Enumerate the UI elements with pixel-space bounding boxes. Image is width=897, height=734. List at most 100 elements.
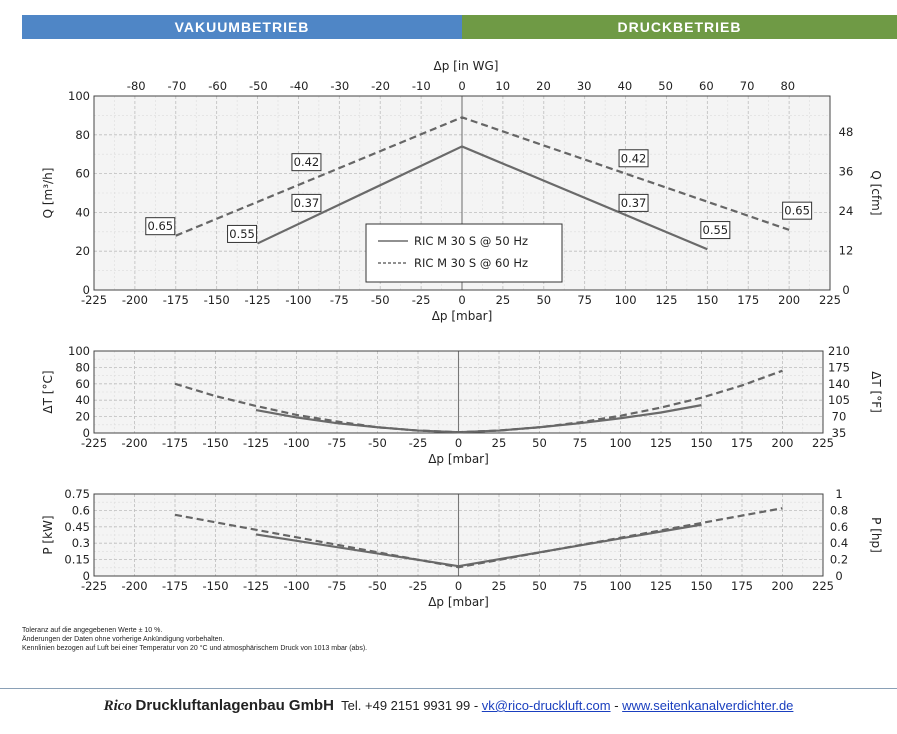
- power-x-tick-label: -175: [162, 579, 188, 593]
- phone-number: +49 2151 9931 99: [365, 698, 471, 713]
- power-x-tick-label: -50: [368, 579, 387, 593]
- temp-x-tick-label: -200: [121, 436, 147, 450]
- flow-power-annotation-label: 0.37: [621, 196, 647, 210]
- flow-power-annotation-box: [700, 221, 731, 240]
- flow-x-tick-label: 50: [536, 293, 551, 307]
- flow-x2-tick-label: -50: [249, 79, 268, 93]
- flow-power-annotation-box: [145, 217, 176, 236]
- flow-x2-tick-label: -80: [127, 79, 146, 93]
- flow-y-tick-label: 80: [75, 128, 90, 142]
- temp-y-tick-label: 20: [75, 410, 90, 424]
- power-y2-tick-label: 0.4: [830, 536, 848, 550]
- flow-power-annotation-box: [291, 153, 322, 172]
- flow-x2-tick-label: 10: [495, 79, 510, 93]
- flow-x-tick-label: 175: [737, 293, 759, 307]
- temp-x-tick-label: 75: [573, 436, 588, 450]
- temp-x-tick-label: 175: [731, 436, 753, 450]
- flow-x-tick-label: 75: [577, 293, 592, 307]
- flow-x-tick-label: -150: [204, 293, 230, 307]
- flow-power-annotation-box: [227, 224, 258, 243]
- flow-x2-tick-label: 40: [618, 79, 633, 93]
- flow-x-tick-label: 125: [655, 293, 677, 307]
- temp-x-tick-label: -175: [162, 436, 188, 450]
- flow-y2-tick-label: 12: [839, 243, 854, 257]
- power-y2-tick-label: 1: [835, 487, 842, 501]
- temp-y2-tick-label: 70: [832, 410, 847, 424]
- temp-x-tick-label: 0: [455, 436, 462, 450]
- flow-y2-tick-label: 48: [839, 125, 854, 139]
- temp-y-tick-label: 0: [83, 426, 90, 440]
- website-link[interactable]: www.seitenkanalverdichter.de: [622, 698, 794, 713]
- footer-divider: [0, 688, 897, 689]
- power-x-axis-label: Δp [mbar]: [428, 595, 489, 609]
- temp-y2-tick-label: 210: [828, 344, 850, 358]
- temp-y-tick-label: 40: [75, 393, 90, 407]
- temp-x-tick-label: -150: [202, 436, 228, 450]
- vacuum-mode-banner: VAKUUMBETRIEB: [22, 15, 462, 39]
- flow-power-annotation-label: 0.42: [294, 155, 320, 169]
- tel-label: Tel.: [341, 698, 362, 713]
- flow-x2-tick-label: -60: [208, 79, 227, 93]
- power-y-tick-label: 0.6: [72, 503, 90, 517]
- power-x-tick-label: 150: [691, 579, 713, 593]
- temp-y2-tick-label: 35: [832, 426, 847, 440]
- flow-legend-entry: RIC M 30 S @ 50 Hz: [414, 234, 528, 248]
- flow-x-tick-label: 0: [458, 293, 465, 307]
- power-y2-tick-label: 0: [835, 569, 842, 583]
- power-x-tick-label: -225: [81, 579, 107, 593]
- flow-x-tick-label: -25: [412, 293, 431, 307]
- temp-y-tick-label: 80: [75, 360, 90, 374]
- power-y2-tick-label: 0.2: [830, 553, 848, 567]
- temp-x-tick-label: -100: [283, 436, 309, 450]
- power-y2-tick-label: 0.8: [830, 503, 848, 517]
- performance-charts: -225 -200 -175 -150 -125 -100 -75 -50 -25 0 25 50 75…: [41, 59, 883, 609]
- power-x-tick-label: 0: [455, 579, 462, 593]
- notes-block: Toleranz auf die angegebenen Werte ± 10 …: [22, 626, 367, 653]
- temp-x-tick-label: -50: [368, 436, 387, 450]
- flow-power-annotation-label: 0.55: [703, 223, 729, 237]
- flow-frame: [93, 95, 831, 291]
- flow-x-tick-label: 150: [696, 293, 718, 307]
- note-changes: Änderungen der Daten ohne vorherige Ankü…: [22, 636, 225, 643]
- flow-series-50hz-line: [257, 145, 708, 251]
- flow-x2-tick-label: 0: [458, 79, 465, 93]
- temp-x-tick-label: -75: [328, 436, 347, 450]
- temp-x-tick-label: 150: [691, 436, 713, 450]
- flow-x-tick-label: -50: [371, 293, 390, 307]
- flow-power-annotation-box: [618, 193, 649, 212]
- flow-power-annotation-label: 0.37: [294, 196, 320, 210]
- flow-power-annotation-box: [291, 193, 322, 212]
- flow-power-annotation-label: 0.65: [147, 219, 173, 233]
- flow-x2-tick-label: 70: [740, 79, 755, 93]
- power-series-60hz-line: [174, 507, 783, 569]
- temp-x-tick-label: -225: [81, 436, 107, 450]
- flow-y2-tick-label: 36: [839, 164, 854, 178]
- power-y-tick-label: 0: [83, 569, 90, 583]
- company-name: Druckluftanlagenbau GmbH: [135, 697, 334, 714]
- flow-x-tick-label: -200: [122, 293, 148, 307]
- flow-y-tick-label: 60: [75, 167, 90, 181]
- temp-y-tick-label: 60: [75, 377, 90, 391]
- flow-y-tick-label: 0: [83, 283, 90, 297]
- temp-y2-tick-label: 175: [828, 360, 850, 374]
- flow-x-tick-label: -75: [330, 293, 349, 307]
- power-x-tick-label: 100: [610, 579, 632, 593]
- flow-power-annotation-label: 0.55: [229, 227, 255, 241]
- flow-x-tick-label: -175: [163, 293, 189, 307]
- flow-y-axis-label: Q [m³/h]: [41, 168, 55, 219]
- temp-x-tick-label: 25: [492, 436, 507, 450]
- email-link[interactable]: vk@rico-druckluft.com: [481, 698, 611, 713]
- power-x-tick-label: -150: [202, 579, 228, 593]
- company-footer: Rico Druckluftanlagenbau GmbH Tel. +49 2…: [0, 697, 897, 715]
- power-x-tick-label: 225: [812, 579, 834, 593]
- flow-x2-tick-label: 30: [577, 79, 592, 93]
- temp-y-tick-label: 100: [68, 344, 90, 358]
- flow-x-axis-label: Δp [mbar]: [432, 309, 493, 323]
- power-x-tick-label: -75: [328, 579, 347, 593]
- flow-x-tick-label: 200: [778, 293, 800, 307]
- power-frame: [93, 493, 824, 577]
- flow-x2-tick-label: 60: [699, 79, 714, 93]
- temp-x-tick-label: 125: [650, 436, 672, 450]
- flow-x2-tick-label: -40: [290, 79, 309, 93]
- flow-x2-tick-label: -20: [371, 79, 390, 93]
